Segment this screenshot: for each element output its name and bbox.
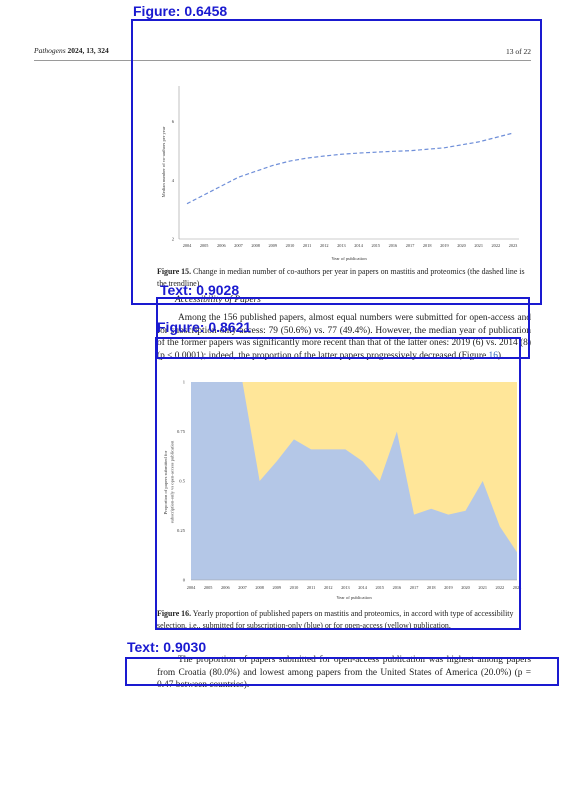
x-tick-label: 2021	[474, 243, 483, 248]
x-tick-label: 2018	[423, 243, 432, 248]
y-tick-label: 0	[183, 578, 186, 583]
paragraph-text: Among the 156 published papers, almost e…	[157, 313, 531, 361]
x-axis-label: Year of publication	[331, 256, 367, 261]
subscription-only-area	[191, 382, 517, 580]
y-axis-label: Proportion of papers submitted for subsc…	[163, 440, 175, 523]
x-tick-label: 2015	[375, 585, 384, 590]
running-header: Pathogens 2024, 13, 324	[34, 46, 109, 55]
detection-label-text-1: Text: 0.9028	[160, 282, 240, 298]
paragraph-text: The proportion of papers submitted for o…	[157, 655, 531, 691]
x-tick-label: 2009	[268, 243, 277, 248]
header-rule	[34, 60, 531, 61]
citation: 2024, 13, 324	[67, 46, 109, 55]
x-tick-label: 2009	[272, 585, 281, 590]
trendline	[186, 132, 514, 205]
x-tick-label: 2015	[371, 243, 380, 248]
x-tick-label: 2007	[234, 243, 243, 248]
y-axis-label-line-2: subscription-only vs open-access publica…	[170, 440, 175, 523]
caption-label: Figure 15.	[157, 267, 192, 276]
figure-16-caption: Figure 16. Yearly proportion of publishe…	[157, 608, 531, 631]
x-tick-label: 2017	[410, 585, 419, 590]
y-axis-label-line-1: Proportion of papers submitted for	[163, 450, 168, 514]
y-axis-label: Median number of co-authors per year	[161, 126, 166, 197]
x-tick-label: 2017	[406, 243, 415, 248]
y-tick-label: 0.75	[177, 429, 186, 434]
body-paragraph-2: The proportion of papers submitted for o…	[157, 654, 531, 692]
x-tick-label: 2022	[492, 243, 501, 248]
x-tick-label: 2005	[204, 585, 213, 590]
caption-text: Change in median number of co-authors pe…	[157, 267, 525, 288]
x-tick-label: 2020	[461, 585, 470, 590]
figure-16-link[interactable]: 16	[488, 350, 498, 361]
paragraph-tail: ).	[497, 350, 504, 361]
x-tick-label: 2019	[444, 585, 453, 590]
x-tick-label: 2012	[320, 243, 329, 248]
x-tick-label: 2004	[183, 243, 192, 248]
x-tick-label: 2006	[221, 585, 230, 590]
x-tick-label: 2014	[358, 585, 367, 590]
x-tick-label: 2007	[238, 585, 247, 590]
journal-name: Pathogens	[34, 46, 66, 55]
x-tick-label: 2018	[427, 585, 436, 590]
x-tick-label: 2010	[290, 585, 299, 590]
x-tick-label: 2012	[324, 585, 333, 590]
x-tick-label: 2008	[251, 243, 260, 248]
x-tick-label: 2010	[286, 243, 295, 248]
y-tick-label: 4	[172, 178, 175, 183]
x-tick-label: 2022	[496, 585, 505, 590]
x-tick-label: 2008	[255, 585, 264, 590]
x-tick-label: 2023	[509, 243, 518, 248]
figure-15-caption: Figure 15. Change in median number of co…	[157, 266, 531, 289]
x-tick-label: 2023	[513, 585, 522, 590]
x-tick-label: 2005	[200, 243, 209, 248]
detection-label-figure-2: Figure: 0.8621	[157, 319, 252, 335]
caption-text: Yearly proportion of published papers on…	[157, 609, 514, 630]
section-heading: Accessibility of Papers	[175, 295, 261, 305]
x-tick-label: 2019	[440, 243, 449, 248]
y-tick-label: 0.5	[179, 479, 185, 484]
x-tick-label: 2011	[307, 585, 315, 590]
x-axis-label: Year of publication	[336, 595, 372, 600]
figure-15-chart: 2 4 6 2004 2005 2006 2007 2008 2009 2010 2011 2012…	[161, 86, 519, 261]
x-tick-label: 2004	[187, 585, 196, 590]
x-tick-label: 2013	[337, 243, 346, 248]
y-tick-label: 1	[183, 380, 186, 385]
x-tick-label: 2011	[303, 243, 311, 248]
page-number: 13 of 22	[506, 47, 531, 56]
x-tick-label: 2006	[217, 243, 226, 248]
x-tick-label: 2021	[478, 585, 487, 590]
y-tick-label: 6	[172, 119, 175, 124]
x-tick-label: 2013	[341, 585, 350, 590]
x-tick-label: 2014	[354, 243, 363, 248]
detection-label-figure-1: Figure: 0.6458	[133, 3, 228, 19]
x-tick-label: 2020	[457, 243, 466, 248]
body-paragraph-1: Among the 156 published papers, almost e…	[157, 312, 531, 362]
x-tick-label: 2016	[393, 585, 402, 590]
caption-label: Figure 16.	[157, 609, 192, 618]
detection-label-text-2: Text: 0.9030	[127, 639, 207, 655]
figure-16-chart: 0 0.25 0.5 0.75 1 2004 2005 2006 2007 2008 2009 20…	[163, 380, 522, 600]
y-tick-label: 2	[172, 237, 175, 242]
x-tick-label: 2016	[389, 243, 398, 248]
y-tick-label: 0.25	[177, 528, 186, 533]
